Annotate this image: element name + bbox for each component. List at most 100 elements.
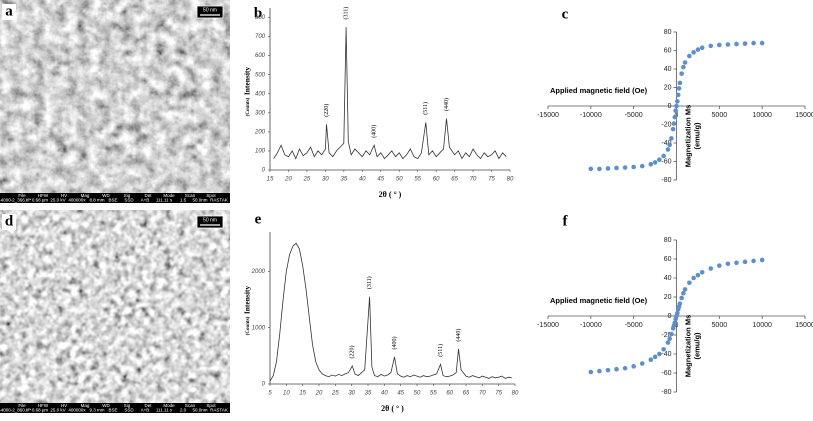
x-tick-label: 50 [396, 177, 403, 183]
x-tick-label: 75 [488, 177, 495, 183]
data-point [699, 45, 705, 51]
x-axis-label: Applied magnetic field (Oe) [550, 86, 648, 95]
data-point [681, 64, 686, 70]
x-tick-label: 65 [451, 177, 458, 183]
data-point [661, 346, 666, 352]
x-tick-label: 55 [430, 391, 437, 397]
data-point [691, 275, 696, 281]
info-value: 400000x [68, 408, 86, 413]
xrd-pattern [273, 27, 507, 160]
data-point [708, 43, 714, 49]
y-axis-label: Intensity [243, 286, 252, 315]
data-point [681, 290, 686, 296]
x-tick-label: 70 [470, 177, 477, 183]
y-axis-label: Intensity [243, 67, 252, 96]
info-field: HFW [38, 193, 49, 198]
x-tick-label: -15000 [537, 322, 559, 329]
y-tick-label: 0 [668, 313, 672, 320]
info-value: 400000x [68, 198, 86, 203]
info-value: A+B [141, 408, 150, 413]
panel-label: e [255, 211, 262, 227]
data-point [605, 166, 611, 171]
peak-label: (440) [455, 329, 462, 342]
info-field: Mag [81, 403, 90, 408]
x-tick-label: 30 [322, 177, 329, 183]
x-axis-label: 2θ ( ° ) [381, 404, 404, 413]
sem-image [0, 0, 230, 193]
info-value: BSE [108, 408, 117, 413]
data-point [667, 142, 672, 148]
x-tick-label: 80 [507, 177, 514, 183]
info-field: Mag [81, 193, 90, 198]
peak-label: (311) [366, 276, 373, 289]
info-value: 9.3 mm [89, 408, 104, 413]
data-point [717, 42, 722, 48]
info-field: Det [144, 193, 152, 198]
y-axis-unit: (Counts) [246, 97, 251, 116]
data-point [665, 340, 671, 345]
y-tick-label: 0 [262, 168, 266, 174]
x-tick-label: 5 [268, 391, 272, 397]
y-tick-label: 400 [255, 91, 266, 97]
info-value: 111.11 s [156, 408, 173, 413]
data-point [734, 260, 739, 266]
info-field: HFW [38, 403, 49, 408]
data-point [672, 114, 678, 120]
data-point [614, 165, 619, 171]
data-point [588, 166, 594, 172]
label-box [2, 214, 16, 230]
y-axis-label: Magnetization Ms [683, 315, 692, 378]
y-tick-label: 60 [664, 256, 672, 263]
y-tick-label: 100 [255, 149, 266, 155]
x-tick-label: 60 [446, 391, 453, 397]
info-field: Scan [185, 193, 196, 198]
y-tick-label: 60 [664, 47, 672, 54]
panel-label: c [562, 6, 569, 22]
peak-label: (440) [443, 98, 450, 111]
x-tick-label: 40 [359, 177, 366, 183]
y-tick-label: 20 [664, 294, 672, 301]
info-field: Spot [206, 193, 216, 198]
info-value: BSE [108, 198, 117, 203]
data-point [631, 164, 636, 170]
data-point [674, 103, 679, 109]
data-point [652, 160, 658, 165]
info-value: 0.68 µm [32, 408, 49, 413]
x-tick-label: 35 [365, 391, 372, 397]
y-tick-label: 600 [255, 53, 266, 59]
info-field: Sig [124, 193, 131, 198]
x-tick-label: 45 [397, 391, 404, 397]
info-field: Scan [185, 403, 196, 408]
info-field: WD [102, 403, 110, 408]
info-strip [0, 193, 230, 203]
y-tick-label: 2000 [251, 269, 266, 275]
y-tick-label: 20 [664, 84, 672, 91]
x-tick-label: 60 [433, 177, 440, 183]
data-point [673, 108, 678, 113]
data-point [669, 331, 674, 337]
data-point [661, 153, 666, 159]
x-tick-label: -5000 [625, 322, 643, 329]
scale-bar-label: 50 nm [203, 7, 217, 13]
data-point [672, 320, 678, 325]
y-tick-label: -20 [661, 121, 671, 128]
data-point [597, 166, 602, 172]
info-value: 6-4000-2_860.tif* [0, 408, 32, 413]
peak-label: (220) [323, 104, 330, 117]
info-field: Spot [206, 403, 216, 408]
info-field: Det [144, 403, 152, 408]
x-tick-label: -10000 [580, 322, 602, 329]
data-point [691, 50, 696, 55]
panel-label: b [254, 5, 262, 21]
y-tick-label: 0 [262, 382, 266, 388]
data-point [734, 41, 739, 47]
data-point [679, 71, 684, 76]
data-point [597, 368, 602, 374]
x-tick-label: 25 [331, 391, 339, 397]
x-tick-label: 15 [267, 177, 274, 183]
xrd-pattern [269, 242, 512, 382]
x-tick-label: -5000 [625, 112, 643, 119]
data-point [675, 310, 680, 316]
info-value: 25.0 kV [50, 198, 65, 203]
info-value: 50.0nm [192, 408, 207, 413]
